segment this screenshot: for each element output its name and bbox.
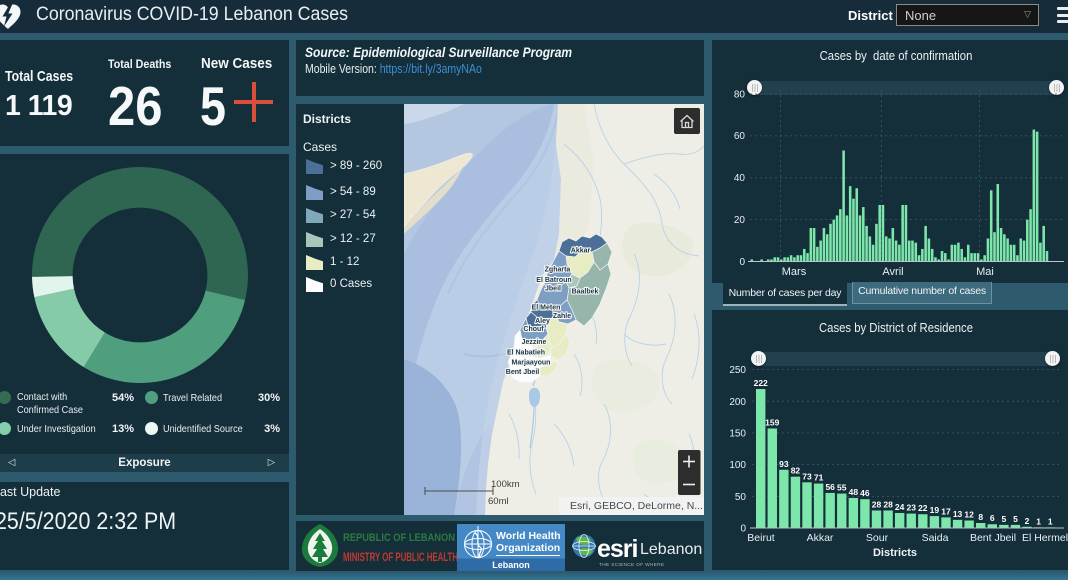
svg-text:Esri, GEBCO, DeLorme, N...: Esri, GEBCO, DeLorme, N... bbox=[570, 500, 703, 512]
svg-text:Bent Jbeil: Bent Jbeil bbox=[970, 532, 1016, 544]
svg-text:100km: 100km bbox=[491, 479, 520, 490]
svg-text:17: 17 bbox=[941, 506, 951, 516]
svg-text:El Meten: El Meten bbox=[532, 304, 561, 311]
svg-text:28: 28 bbox=[883, 499, 893, 509]
svg-text:0: 0 bbox=[740, 524, 746, 535]
svg-text:Lebanon: Lebanon bbox=[640, 541, 702, 558]
svg-text:5: 5 bbox=[1002, 514, 1007, 524]
svg-text:8: 8 bbox=[978, 512, 983, 522]
svg-text:Zgharta: Zgharta bbox=[545, 266, 571, 273]
svg-text:Akkar: Akkar bbox=[571, 247, 591, 254]
svg-text:73: 73 bbox=[802, 471, 812, 481]
svg-text:56: 56 bbox=[825, 482, 835, 492]
svg-text:Aley: Aley bbox=[535, 318, 550, 325]
svg-text:22: 22 bbox=[918, 503, 928, 513]
svg-text:Saida: Saida bbox=[922, 532, 949, 544]
svg-text:REPUBLIC OF LEBANON: REPUBLIC OF LEBANON bbox=[343, 532, 455, 544]
svg-text:Chouf: Chouf bbox=[523, 326, 544, 333]
svg-text:THE SCIENCE OF WHERE: THE SCIENCE OF WHERE bbox=[599, 562, 664, 568]
svg-text:5: 5 bbox=[1013, 514, 1018, 524]
svg-text:60ml: 60ml bbox=[488, 496, 509, 507]
svg-text:23: 23 bbox=[907, 503, 917, 513]
svg-text:150: 150 bbox=[729, 429, 746, 440]
svg-text:20: 20 bbox=[734, 215, 746, 226]
svg-text:93: 93 bbox=[779, 459, 789, 469]
svg-text:Lebanon: Lebanon bbox=[492, 560, 530, 570]
svg-text:0: 0 bbox=[739, 257, 745, 268]
svg-text:12: 12 bbox=[964, 509, 974, 519]
svg-text:esri: esri bbox=[597, 535, 638, 563]
svg-text:2: 2 bbox=[1025, 516, 1030, 526]
svg-text:Beirut: Beirut bbox=[747, 532, 775, 544]
svg-text:Mai: Mai bbox=[976, 266, 994, 278]
svg-text:Avril: Avril bbox=[882, 266, 903, 278]
svg-text:Sour: Sour bbox=[866, 532, 889, 544]
svg-text:El Hermel: El Hermel bbox=[1022, 532, 1068, 544]
svg-text:200: 200 bbox=[729, 397, 746, 408]
svg-text:1: 1 bbox=[1048, 516, 1053, 526]
svg-text:50: 50 bbox=[735, 492, 747, 503]
svg-text:World Health: World Health bbox=[496, 530, 561, 542]
svg-text:80: 80 bbox=[734, 90, 746, 101]
svg-text:Mars: Mars bbox=[782, 266, 807, 278]
svg-text:82: 82 bbox=[791, 466, 801, 476]
svg-text:13: 13 bbox=[953, 509, 963, 519]
svg-text:Bent Jbeil: Bent Jbeil bbox=[506, 369, 540, 376]
svg-text:El Batroun: El Batroun bbox=[536, 277, 571, 284]
svg-text:40: 40 bbox=[734, 173, 746, 184]
svg-text:Zahle: Zahle bbox=[553, 313, 571, 320]
svg-text:222: 222 bbox=[754, 378, 768, 388]
svg-text:24: 24 bbox=[895, 502, 905, 512]
svg-text:1: 1 bbox=[1036, 516, 1041, 526]
svg-text:250: 250 bbox=[729, 365, 746, 376]
svg-text:Organization: Organization bbox=[496, 542, 560, 554]
svg-text:55: 55 bbox=[837, 483, 847, 493]
svg-text:71: 71 bbox=[814, 473, 824, 483]
svg-text:159: 159 bbox=[765, 417, 779, 427]
svg-text:Baalbek: Baalbek bbox=[572, 288, 599, 295]
svg-text:46: 46 bbox=[860, 488, 870, 498]
svg-text:100: 100 bbox=[729, 460, 746, 471]
svg-text:60: 60 bbox=[734, 131, 746, 142]
svg-text:MINISTRY OF PUBLIC HEALTH: MINISTRY OF PUBLIC HEALTH bbox=[343, 552, 458, 564]
svg-text:Districts: Districts bbox=[873, 547, 917, 559]
svg-text:Akkar: Akkar bbox=[807, 532, 834, 544]
svg-text:19: 19 bbox=[930, 505, 940, 515]
svg-text:Marjaayoun: Marjaayoun bbox=[512, 359, 551, 366]
svg-text:48: 48 bbox=[849, 487, 859, 497]
svg-text:El Nabatieh: El Nabatieh bbox=[507, 349, 545, 356]
svg-text:28: 28 bbox=[872, 499, 882, 509]
svg-text:Jbeil: Jbeil bbox=[545, 285, 561, 292]
svg-text:6: 6 bbox=[990, 513, 995, 523]
svg-text:Jezzine: Jezzine bbox=[522, 339, 547, 346]
